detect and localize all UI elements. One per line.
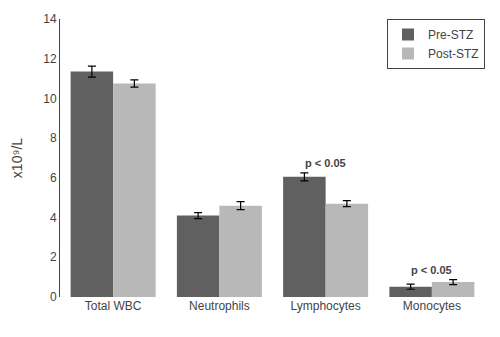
svg-text:0: 0	[50, 290, 57, 304]
svg-text:p < 0.05: p < 0.05	[411, 264, 452, 276]
svg-text:6: 6	[50, 171, 57, 185]
svg-text:10: 10	[43, 92, 57, 106]
svg-text:Pre-STZ: Pre-STZ	[428, 28, 473, 42]
svg-text:8: 8	[50, 131, 57, 145]
svg-text:14: 14	[43, 12, 57, 26]
svg-text:Lymphocytes: Lymphocytes	[290, 299, 360, 313]
svg-text:12: 12	[43, 52, 57, 66]
svg-text:4: 4	[50, 211, 57, 225]
svg-text:2: 2	[50, 250, 57, 264]
svg-text:Post-STZ: Post-STZ	[428, 47, 479, 61]
svg-text:Neutrophils: Neutrophils	[189, 299, 250, 313]
svg-text:Total WBC: Total WBC	[85, 299, 142, 313]
svg-text:Monocytes: Monocytes	[403, 299, 461, 313]
svg-text:x10⁹/L: x10⁹/L	[9, 138, 25, 178]
svg-text:p < 0.05: p < 0.05	[305, 157, 346, 169]
